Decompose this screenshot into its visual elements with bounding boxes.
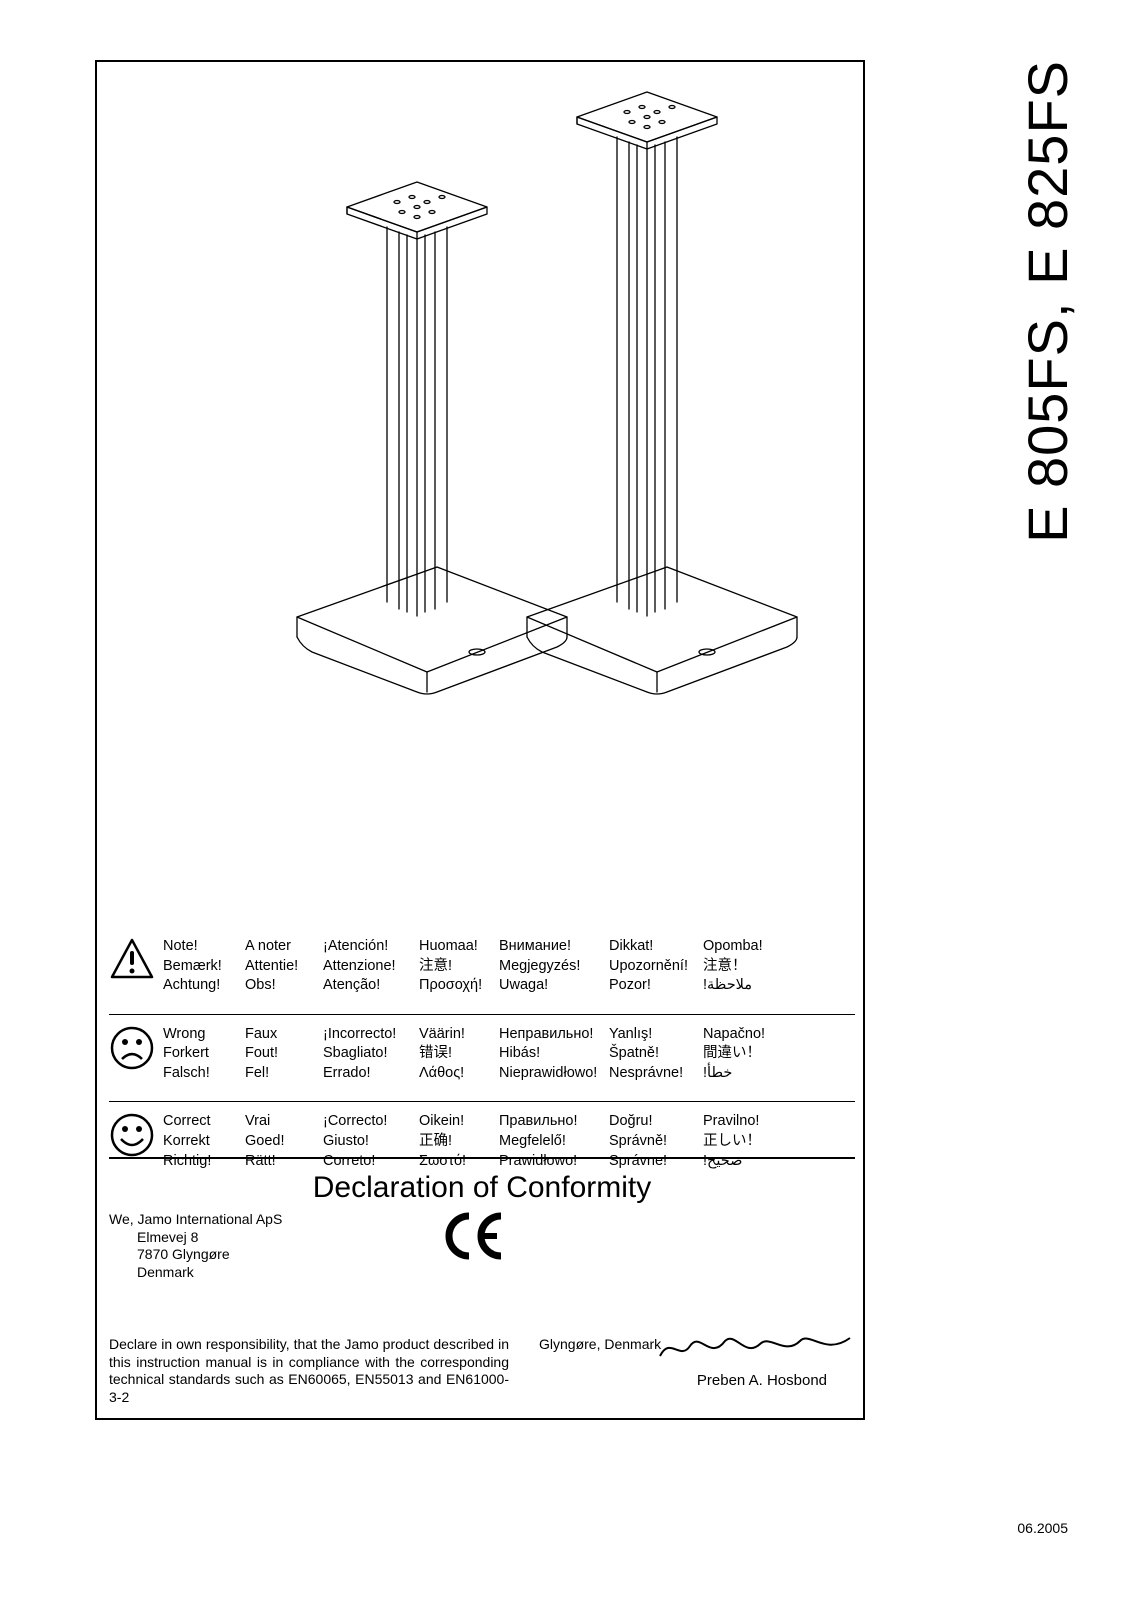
t: Wrong [163, 1026, 205, 1042]
sad-face-icon [109, 1025, 155, 1071]
t: ¡Atención! [323, 938, 388, 954]
stands-illustration [97, 82, 867, 762]
t: Giusto! [323, 1133, 369, 1149]
t: Achtung! [163, 977, 220, 993]
t: 正しい！ [703, 1133, 761, 1149]
t: 正确! [419, 1133, 452, 1149]
t: 错误! [419, 1045, 452, 1061]
t: Correct [163, 1113, 211, 1129]
t: Napačno! [703, 1026, 765, 1042]
t: Неправильно! [499, 1026, 593, 1042]
t: خطأ! [703, 1065, 732, 1081]
t: Errado! [323, 1065, 371, 1081]
t: Sbagliato! [323, 1045, 388, 1061]
t: Правильно! [499, 1113, 577, 1129]
t: ¡Correcto! [323, 1113, 387, 1129]
t: Vrai [245, 1113, 270, 1129]
t: Huomaa! [419, 938, 478, 954]
t: Bemærk! [163, 958, 222, 974]
t: Doğru! [609, 1113, 653, 1129]
t: Korrekt [163, 1133, 210, 1149]
page-frame: Note! Bemærk! Achtung! A noter Attentie! Obs… [95, 60, 865, 1420]
t: 注意! [419, 958, 452, 974]
legend: Note! Bemærk! Achtung! A noter Attentie! Obs… [109, 937, 855, 1189]
t: Falsch! [163, 1065, 210, 1081]
declare-text: Declare in own responsibility, that the … [109, 1336, 509, 1406]
t: Внимание! [499, 938, 571, 954]
t: Opomba! [703, 938, 763, 954]
t: Yanlış! [609, 1026, 652, 1042]
t: Nesprávne! [609, 1065, 683, 1081]
t: Note! [163, 938, 198, 954]
signature-icon [655, 1326, 855, 1368]
t: Λάθος! [419, 1065, 464, 1081]
t: Pravilno! [703, 1113, 759, 1129]
t: Megjegyzés! [499, 958, 580, 974]
t: Upozornění! [609, 958, 688, 974]
date-label: 06.2005 [1017, 1520, 1068, 1536]
t: Attentie! [245, 958, 298, 974]
t: ¡Incorrecto! [323, 1026, 396, 1042]
happy-face-icon [109, 1112, 155, 1158]
t: Fout! [245, 1045, 278, 1061]
declaration-section: Declaration of Conformity We, Jamo Inter… [109, 1157, 855, 1406]
t: Προσοχή! [419, 977, 482, 993]
doc-title: Declaration of Conformity [109, 1171, 855, 1205]
legend-row-note: Note! Bemærk! Achtung! A noter Attentie! Obs… [109, 937, 855, 1004]
t: Správně! [609, 1133, 667, 1149]
legend-row-wrong: Wrong Forkert Falsch! Faux Fout! Fel! ¡Incor… [109, 1014, 855, 1092]
t: Uwaga! [499, 977, 548, 993]
t: Atenção! [323, 977, 380, 993]
t: Väärin! [419, 1026, 465, 1042]
warning-icon [109, 937, 155, 983]
t: Goed! [245, 1133, 285, 1149]
t: Oikein! [419, 1113, 464, 1129]
t: Forkert [163, 1045, 209, 1061]
t: A noter [245, 938, 291, 954]
t: 注意！ [703, 958, 747, 974]
model-label: E 805FS, E 825FS [1015, 60, 1080, 543]
t: Fel! [245, 1065, 269, 1081]
t: Špatně! [609, 1045, 659, 1061]
t: Megfelelő! [499, 1133, 566, 1149]
t: Nieprawidłowo! [499, 1065, 597, 1081]
ce-mark-icon [439, 1211, 509, 1261]
t: Faux [245, 1026, 277, 1042]
t: Dikkat! [609, 938, 653, 954]
t: 間違い！ [703, 1045, 761, 1061]
signatory-name: Preben A. Hosbond [697, 1372, 827, 1391]
t: Attenzione! [323, 958, 396, 974]
t: Hibás! [499, 1045, 540, 1061]
doc-addr3: Denmark [109, 1264, 855, 1282]
t: Obs! [245, 977, 276, 993]
t: Pozor! [609, 977, 651, 993]
t: ملاحظة! [703, 977, 752, 993]
